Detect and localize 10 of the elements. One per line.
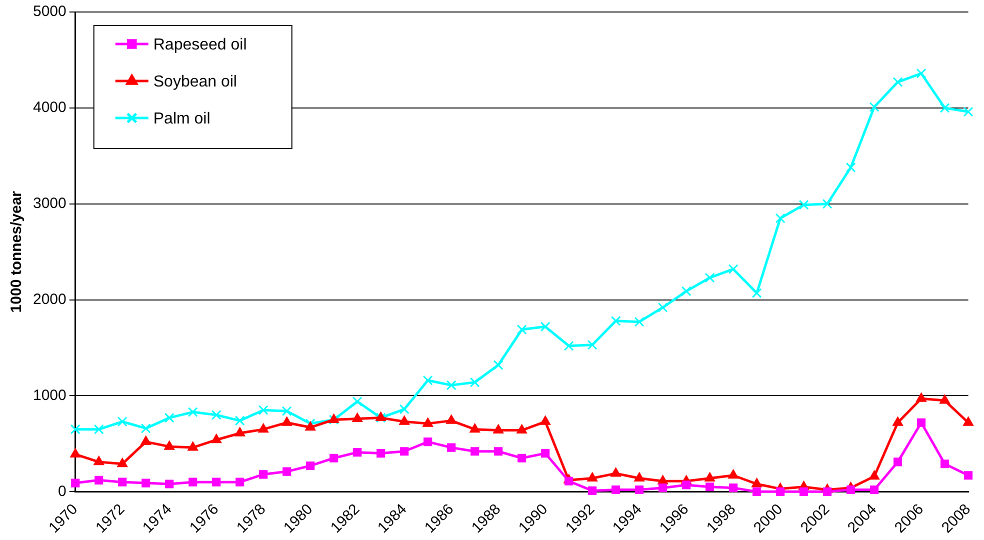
- y-tick-label: 5000: [32, 3, 66, 20]
- y-axis-title: 1000 tonnes/year: [8, 190, 26, 313]
- y-tick-label: 0: [58, 482, 66, 500]
- y-tick-label: 2000: [32, 290, 66, 308]
- y-tick-label: 3000: [32, 195, 66, 212]
- legend-label: Rapeseed oil: [153, 36, 247, 54]
- legend-label: Soybean oil: [153, 73, 237, 90]
- legend-label: Palm oil: [153, 110, 210, 128]
- y-tick-label: 1000: [32, 386, 66, 404]
- y-tick-label: 4000: [32, 99, 66, 116]
